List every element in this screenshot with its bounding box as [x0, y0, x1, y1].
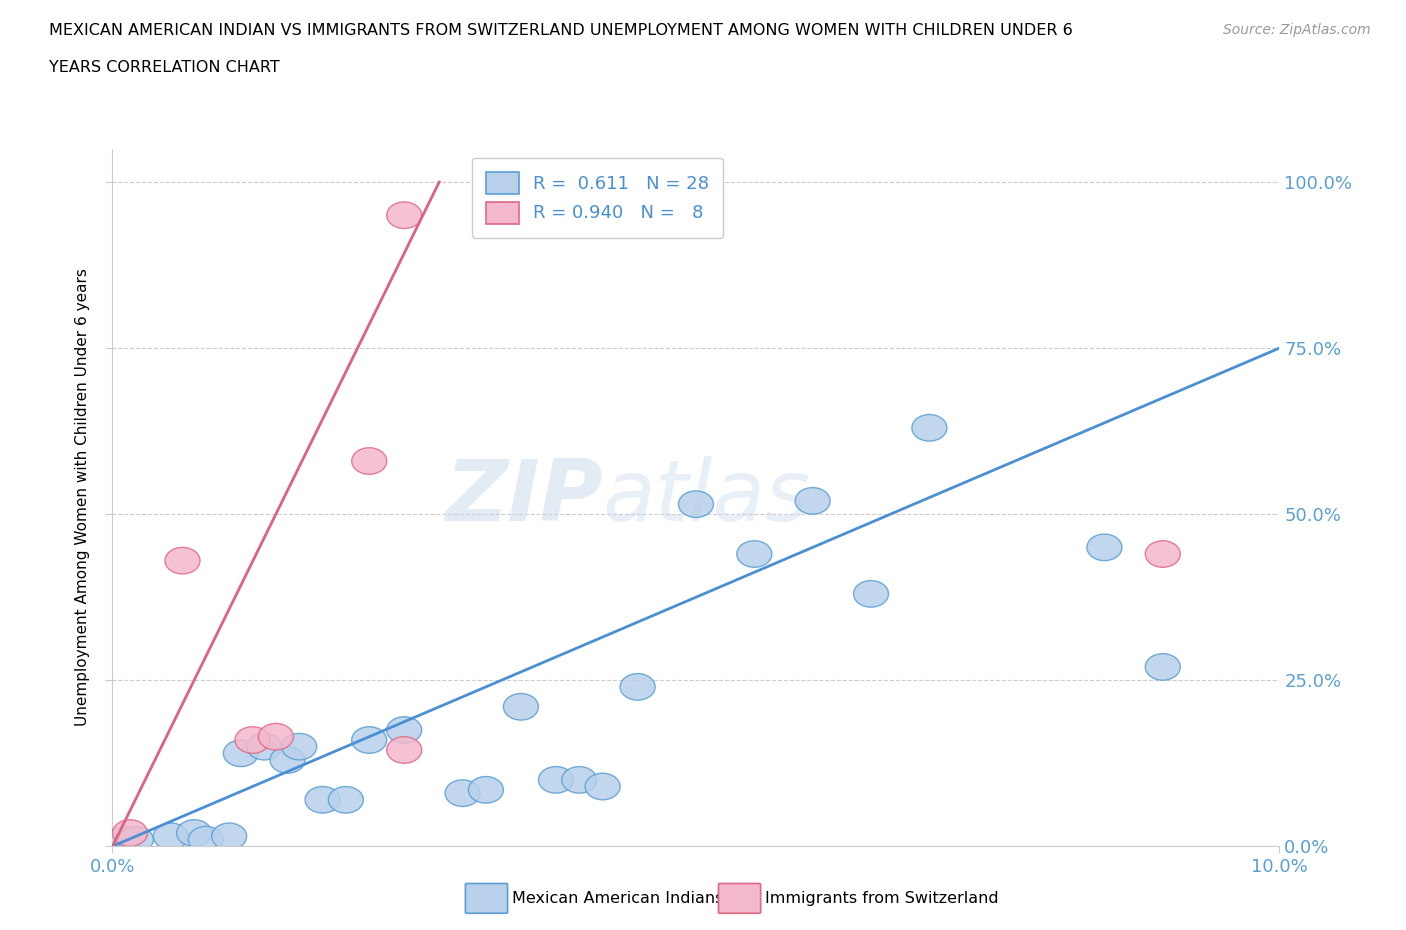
Text: ZIP: ZIP [444, 456, 603, 539]
Text: YEARS CORRELATION CHART: YEARS CORRELATION CHART [49, 60, 280, 75]
Ellipse shape [352, 447, 387, 474]
Ellipse shape [153, 823, 188, 850]
Ellipse shape [737, 540, 772, 567]
Ellipse shape [1087, 534, 1122, 561]
Ellipse shape [387, 202, 422, 229]
Ellipse shape [1146, 654, 1180, 680]
Text: Mexican American Indians: Mexican American Indians [512, 891, 723, 906]
Ellipse shape [585, 773, 620, 800]
Ellipse shape [620, 673, 655, 700]
Ellipse shape [352, 726, 387, 753]
Ellipse shape [246, 734, 281, 760]
Ellipse shape [112, 819, 148, 846]
Text: Source: ZipAtlas.com: Source: ZipAtlas.com [1223, 23, 1371, 37]
Legend: R =  0.611   N = 28, R = 0.940   N =   8: R = 0.611 N = 28, R = 0.940 N = 8 [471, 158, 724, 238]
Ellipse shape [212, 823, 246, 850]
Ellipse shape [468, 777, 503, 804]
Ellipse shape [387, 737, 422, 764]
Ellipse shape [329, 787, 363, 813]
Ellipse shape [503, 694, 538, 720]
Ellipse shape [107, 827, 142, 853]
Ellipse shape [796, 487, 830, 514]
Ellipse shape [235, 726, 270, 753]
Ellipse shape [538, 766, 574, 793]
Text: atlas: atlas [603, 456, 811, 539]
Ellipse shape [387, 717, 422, 743]
Ellipse shape [853, 580, 889, 607]
Ellipse shape [270, 747, 305, 773]
Ellipse shape [446, 780, 479, 806]
Ellipse shape [224, 740, 259, 766]
Ellipse shape [281, 734, 316, 760]
Ellipse shape [679, 491, 713, 517]
Ellipse shape [305, 787, 340, 813]
Text: MEXICAN AMERICAN INDIAN VS IMMIGRANTS FROM SWITZERLAND UNEMPLOYMENT AMONG WOMEN : MEXICAN AMERICAN INDIAN VS IMMIGRANTS FR… [49, 23, 1073, 38]
Ellipse shape [562, 766, 596, 793]
Text: Immigrants from Switzerland: Immigrants from Switzerland [765, 891, 998, 906]
Ellipse shape [912, 415, 946, 441]
Ellipse shape [1146, 540, 1180, 567]
Ellipse shape [188, 827, 224, 853]
Y-axis label: Unemployment Among Women with Children Under 6 years: Unemployment Among Women with Children U… [75, 269, 90, 726]
Ellipse shape [259, 724, 294, 750]
Ellipse shape [165, 548, 200, 574]
Ellipse shape [118, 827, 153, 853]
Ellipse shape [177, 819, 212, 846]
